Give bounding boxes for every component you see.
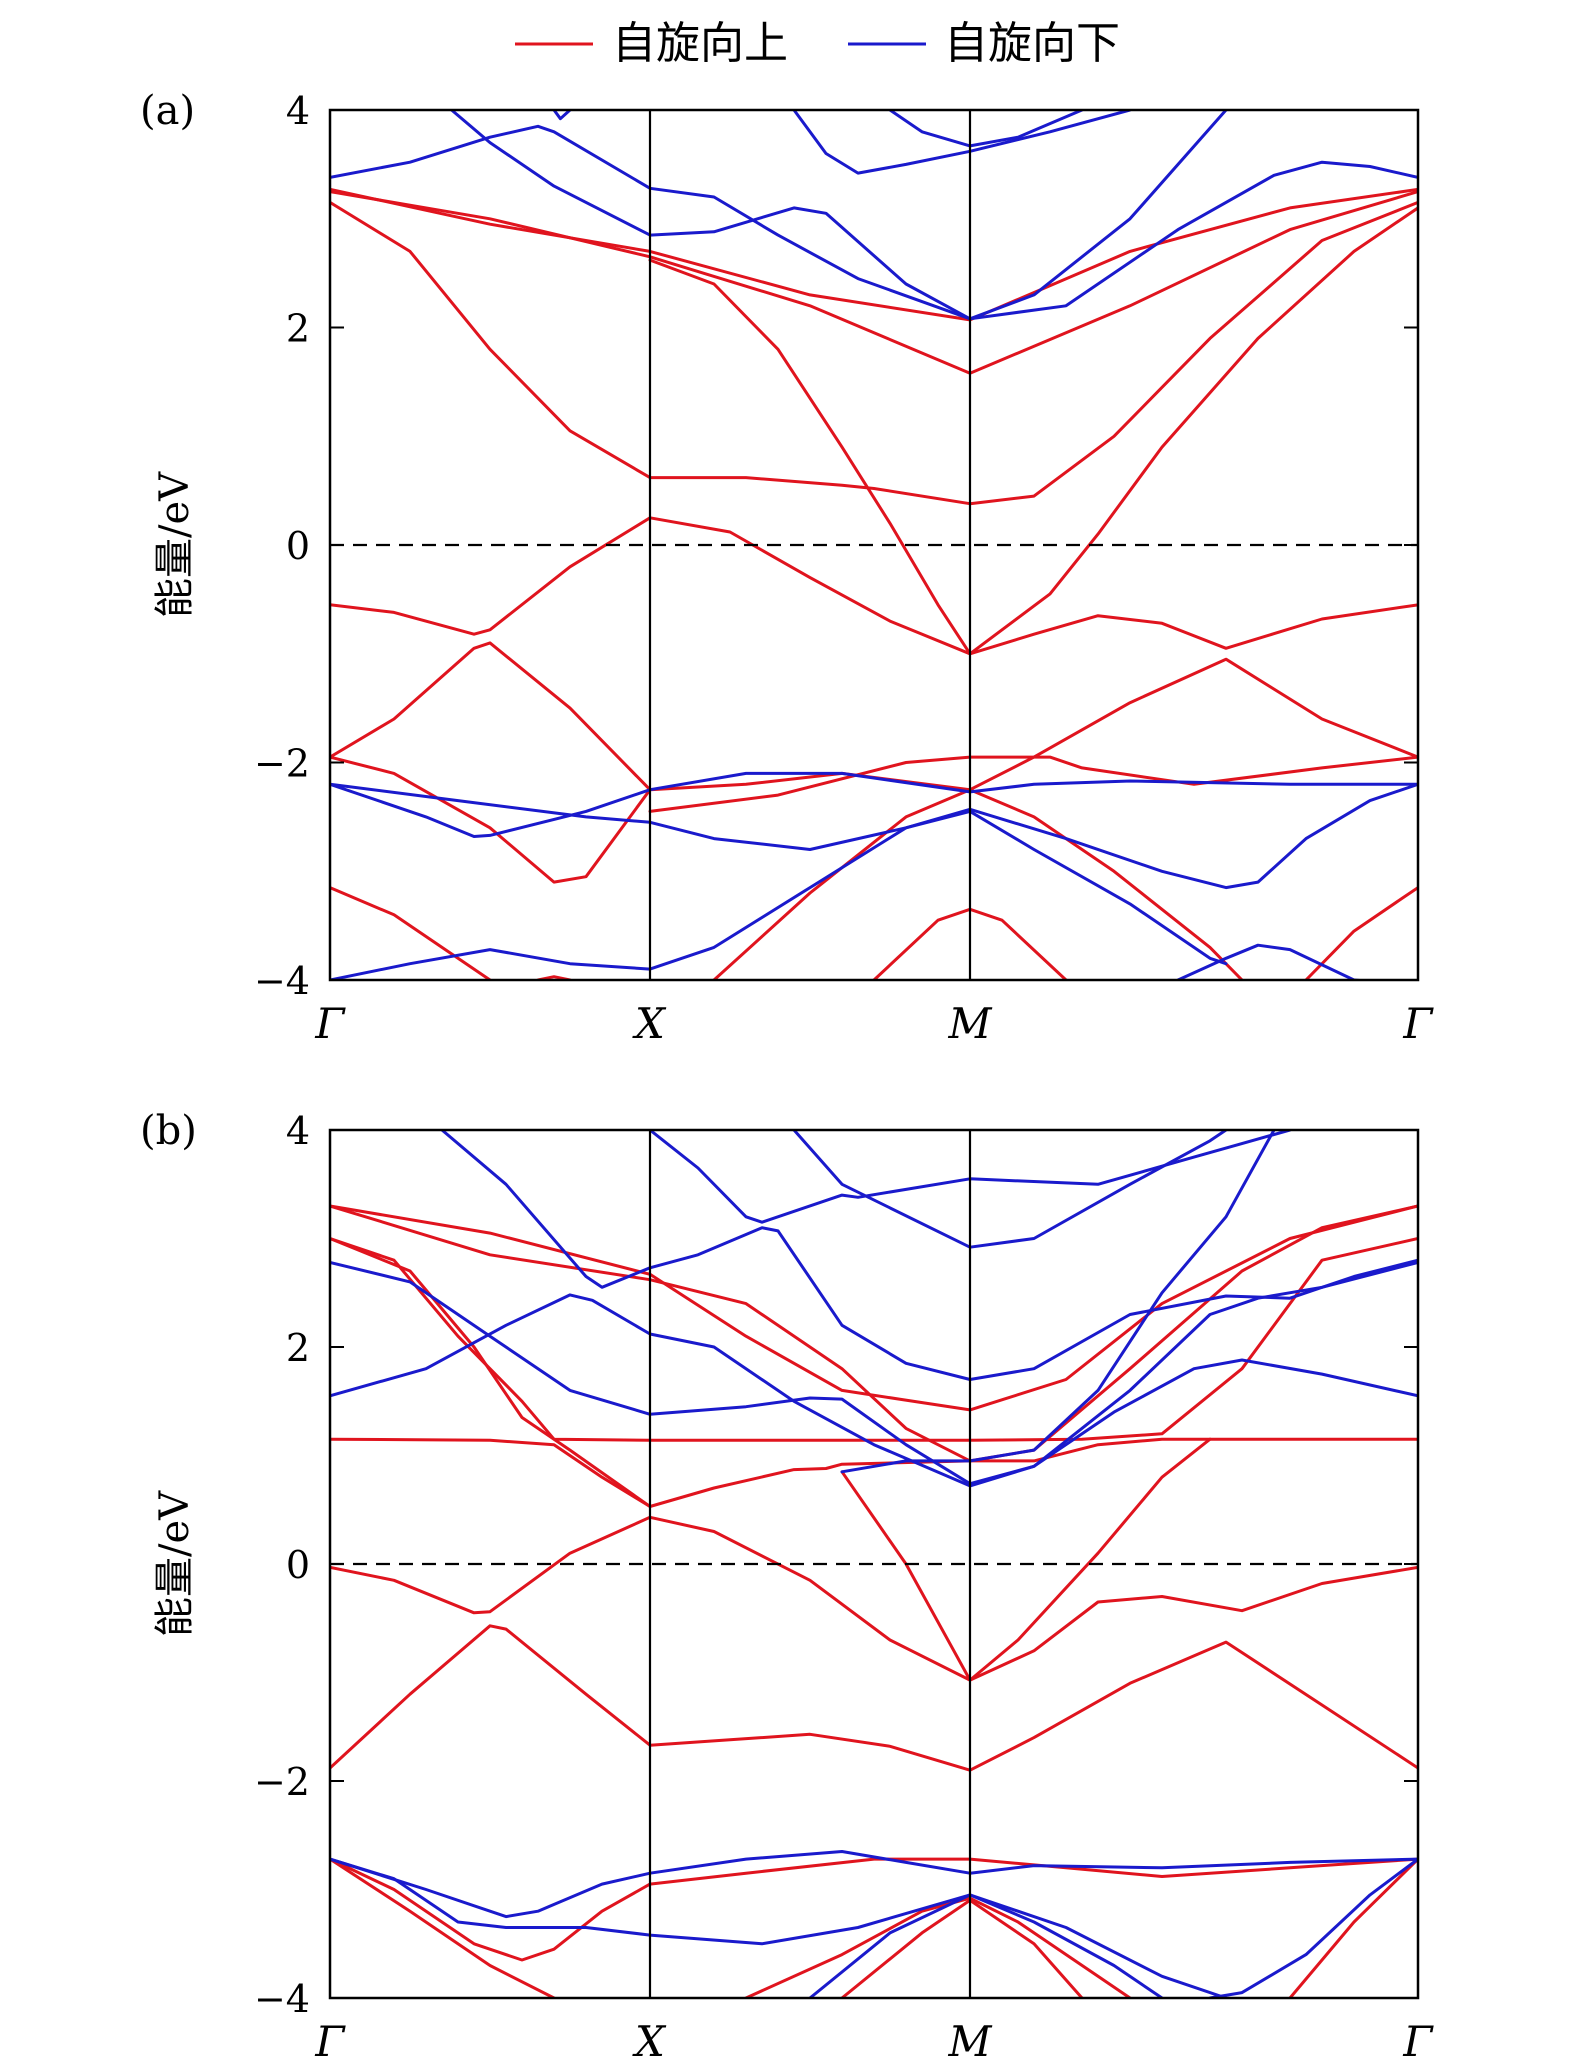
legend-label-spin-down: 自旋向下 [944, 18, 1120, 69]
band-line-spin-up-11 [840, 1898, 1084, 1998]
x-tick-label: Γ [314, 999, 346, 1048]
band-line-spin-up-7 [648, 755, 1418, 813]
y-tick-label: −2 [254, 1760, 310, 1804]
band-lines [330, 110, 1418, 980]
y-axis-label: 能量/eV [152, 471, 198, 618]
band-line-spin-up-8 [712, 788, 1244, 980]
band-line-spin-down-13 [330, 124, 1418, 321]
x-tick-label: Γ [1402, 2017, 1434, 2066]
band-line-spin-up-3 [330, 516, 1418, 656]
band-line-spin-up-7 [330, 1624, 1418, 1772]
band-line-spin-down-20 [330, 809, 1228, 980]
band-line-spin-down-19 [330, 1850, 1418, 1919]
y-tick-label: 0 [286, 1543, 310, 1587]
band-line-spin-up-6 [330, 755, 652, 884]
x-tick-label: Γ [314, 2017, 346, 2066]
band-line-spin-down-14 [450, 110, 1228, 321]
band-line-spin-down-17 [792, 1130, 1228, 1249]
plot-frame [328, 108, 1420, 982]
band-line-spin-up-3 [330, 1437, 1418, 1508]
panel-label: (a) [140, 88, 195, 134]
band-line-spin-up-0 [330, 187, 1418, 322]
band-line-spin-down-16 [648, 1130, 1292, 1224]
band-line-spin-up-12 [1288, 1857, 1418, 1998]
y-axis-label: 能量/eV [152, 1490, 198, 1637]
y-tick-label: 4 [286, 1109, 310, 1153]
x-tick-label: M [947, 2017, 992, 2066]
band-line-spin-down-15 [440, 1130, 1418, 1381]
band-line-spin-up-4 [648, 206, 1418, 656]
panel-label: (b) [140, 1108, 197, 1154]
band-line-spin-up-9 [330, 886, 492, 980]
band-line-spin-down-21 [808, 1893, 1164, 1998]
y-tick-label: 0 [286, 524, 310, 568]
band-line-spin-down-18 [330, 771, 1418, 838]
band-line-spin-down-22 [1208, 1857, 1418, 1998]
y-tick-label: −2 [254, 742, 310, 786]
band-line-spin-down-13 [330, 1260, 1418, 1486]
band-line-spin-up-1 [330, 190, 1418, 375]
band-line-spin-up-11 [1304, 886, 1418, 980]
y-tick-label: −4 [254, 959, 310, 1003]
band-lines [330, 1130, 1418, 1998]
band-line-spin-down-18 [840, 1130, 1276, 1474]
legend-label-spin-up: 自旋向上 [612, 18, 788, 69]
x-tick-label: M [947, 999, 992, 1048]
band-line-spin-down-17 [888, 110, 1084, 148]
band-line-spin-down-16 [792, 110, 1132, 175]
band-line-spin-up-0 [330, 1204, 1418, 1412]
band-line-spin-up-5 [330, 641, 1418, 792]
y-tick-label: 2 [286, 307, 310, 351]
band-line-spin-down-21 [1176, 943, 1356, 980]
plot-frame [328, 1128, 1420, 2000]
y-tick-label: 2 [286, 1326, 310, 1370]
x-tick-label: X [632, 2017, 667, 2066]
band-line-spin-up-9 [330, 1857, 556, 1998]
legend: 自旋向上 自旋向下 [515, 18, 1120, 69]
band-line-spin-up-5 [330, 1237, 652, 1508]
y-tick-label: 4 [286, 89, 310, 133]
band-line-spin-down-15 [552, 110, 572, 121]
band-line-spin-up-2 [330, 200, 1418, 506]
band-line-spin-up-4 [330, 1515, 1418, 1682]
band-line-spin-up-1 [330, 1204, 1418, 1463]
band-line-spin-down-20 [330, 1857, 1228, 1998]
x-tick-label: X [632, 999, 667, 1048]
band-line-spin-down-14 [330, 1260, 1418, 1488]
y-tick-label: −4 [254, 1977, 310, 2021]
band-line-spin-up-10 [744, 1896, 1132, 1998]
x-tick-label: Γ [1402, 999, 1434, 1048]
band-line-spin-up-8 [330, 1857, 1418, 1962]
